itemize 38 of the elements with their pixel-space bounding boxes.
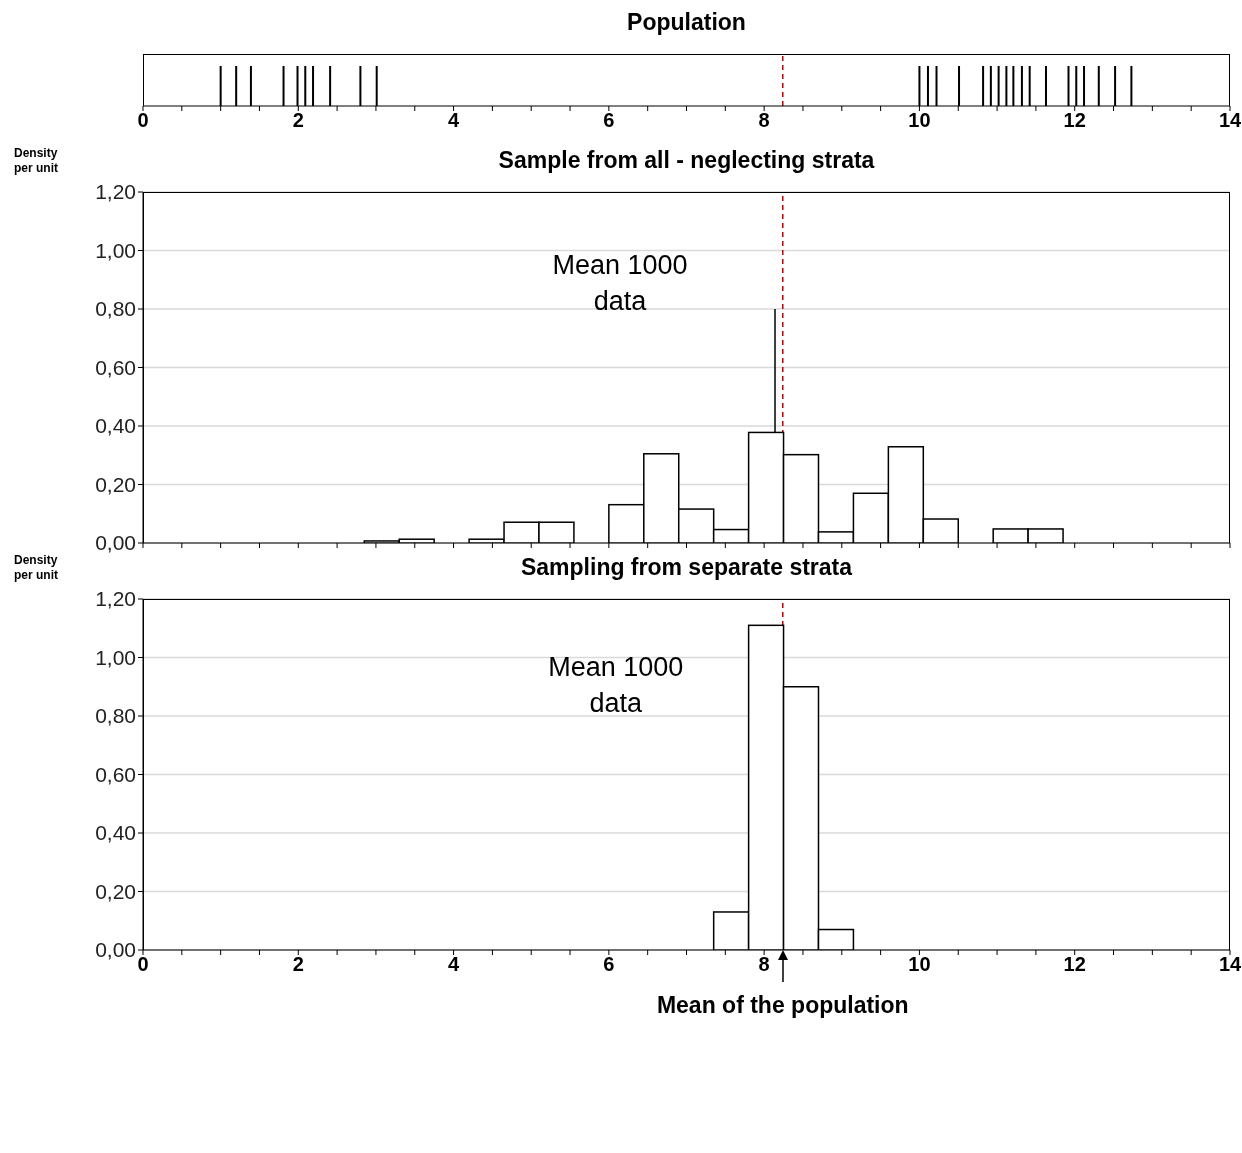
y-tick-label: 1,20 [95, 180, 136, 204]
x-tick-label: 10 [908, 953, 931, 976]
chart-title: Sampling from separate strata [519, 554, 854, 581]
y-tick-label: 1,00 [95, 238, 136, 262]
x-tick-label: 14 [1218, 109, 1242, 132]
y-tick-label: 1,00 [95, 645, 136, 669]
y-tick-label: 0,00 [95, 531, 136, 555]
y-axis-title: Density per unit [14, 553, 59, 583]
x-tick-label: 6 [603, 109, 615, 132]
chart-title: Sample from all - neglecting strata [497, 147, 876, 174]
annotation: Mean 1000 data [547, 651, 685, 720]
x-tick-label: 0 [137, 953, 149, 976]
x-tick-label: 4 [448, 109, 461, 132]
x-tick-label: 2 [292, 953, 304, 976]
ref-line-label: Mean of the population [655, 992, 910, 1019]
y-tick-label: 0,00 [95, 938, 136, 962]
x-tick-label: 4 [448, 953, 461, 976]
x-tick-label: 6 [603, 953, 615, 976]
chart-title: Population [626, 9, 747, 36]
x-tick-label: 10 [908, 109, 931, 132]
x-tick-label: 2 [292, 109, 304, 132]
y-axis-title: Density per unit [14, 146, 59, 176]
y-tick-label: 0,80 [95, 704, 136, 728]
x-tick-label: 14 [1218, 953, 1242, 976]
y-tick-label: 0,40 [95, 414, 136, 438]
y-tick-label: 0,40 [95, 821, 136, 845]
ref-line-label: Mean 1000 data [551, 249, 689, 318]
x-tick-label: 12 [1063, 109, 1086, 132]
x-tick-label: 12 [1063, 953, 1086, 976]
y-tick-label: 0,60 [95, 762, 136, 786]
x-tick-label: 8 [758, 109, 770, 132]
x-tick-label: 0 [137, 109, 149, 132]
y-tick-label: 0,20 [95, 879, 136, 903]
y-tick-label: 0,60 [95, 355, 136, 379]
y-tick-label: 1,20 [95, 587, 136, 611]
y-tick-label: 0,80 [95, 297, 136, 321]
y-tick-label: 0,20 [95, 472, 136, 496]
x-tick-label: 8 [758, 953, 770, 976]
